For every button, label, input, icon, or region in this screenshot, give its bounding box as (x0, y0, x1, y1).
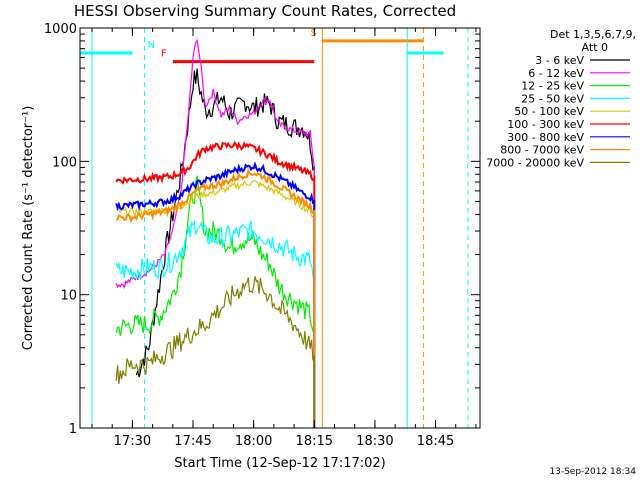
y-tick-label: 100 (52, 155, 77, 170)
x-tick-label: 17:30 (114, 434, 151, 449)
flag-label-F: F (161, 49, 167, 60)
series-line (115, 38, 315, 428)
series-line (115, 175, 315, 428)
legend-entry-label: 300 - 800 keV (507, 131, 584, 144)
series-lines (115, 38, 316, 428)
legend-entry-label: 100 - 300 keV (507, 118, 584, 131)
vertical-marker-lines (91, 28, 469, 428)
x-tick-label: 18:15 (296, 434, 333, 449)
series-line (135, 68, 315, 428)
x-tick-label: 18:45 (417, 434, 454, 449)
x-axis: 17:30 17:45 18:00 18:15 18:30 18:45 (91, 28, 477, 449)
y-axis: 1 10 100 1000 (44, 22, 480, 437)
series-line (115, 219, 315, 428)
flag-lines: NF S (79, 28, 444, 64)
legend-entry-label: 25 - 50 keV (521, 92, 584, 105)
legend-entry-label: 12 - 25 keV (521, 80, 584, 93)
x-tick-label: 18:30 (356, 434, 393, 449)
legend-entry-label: 6 - 12 keV (528, 67, 584, 80)
flag-label-S: S (310, 28, 316, 39)
series-line (115, 140, 316, 428)
y-axis-label: Corrected Count Rate (s⁻¹ detector⁻¹) (21, 106, 36, 351)
legend-title-line-2: Att 0 (582, 41, 608, 54)
series-line (115, 167, 316, 428)
legend-entry-label: 50 - 100 keV (514, 105, 584, 118)
flag-label-N: N (148, 40, 155, 51)
legend-entry-label: 3 - 6 keV (535, 54, 584, 67)
footer-timestamp: 13-Sep-2012 18:34 (549, 467, 636, 477)
x-axis-label: Start Time (12-Sep-12 17:17:02) (174, 456, 385, 471)
legend-entry-label: 800 - 7000 keV (500, 144, 584, 157)
x-tick-label: 18:00 (235, 434, 272, 449)
legend-entry-label: 7000 - 20000 keV (486, 156, 584, 169)
y-tick-label: 1000 (44, 22, 77, 37)
series-line (115, 276, 315, 428)
legend-title-line-1: Det 1,3,5,6,7,9, (550, 28, 636, 41)
series-line (115, 179, 315, 428)
series-line (115, 161, 316, 428)
x-tick-label: 17:45 (174, 434, 211, 449)
y-tick-label: 1 (69, 422, 77, 437)
plot-frame (79, 27, 481, 429)
y-tick-label: 10 (60, 289, 77, 304)
chart-title: HESSI Observing Summary Count Rates, Cor… (74, 2, 456, 20)
